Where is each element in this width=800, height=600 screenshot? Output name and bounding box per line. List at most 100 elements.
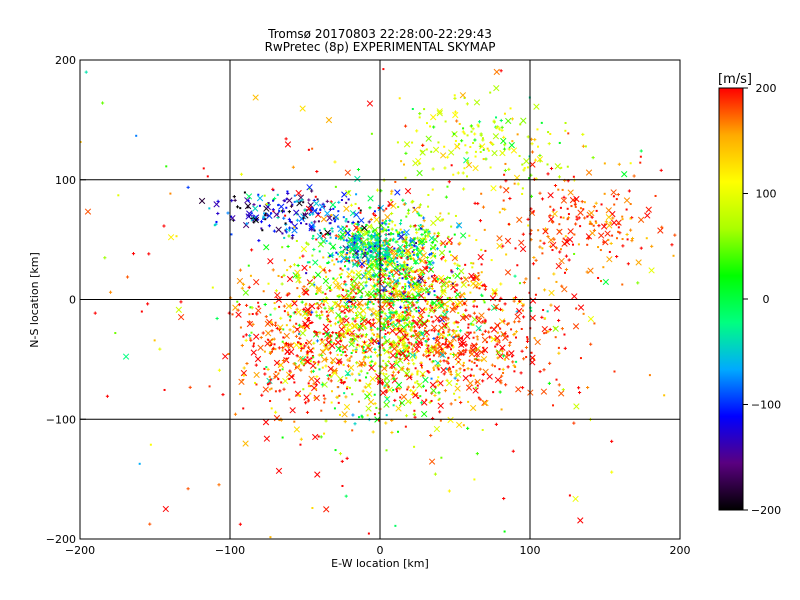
- data-point: [389, 322, 392, 325]
- data-point: [351, 261, 359, 268]
- data-point: [531, 210, 535, 214]
- data-point: [394, 311, 397, 314]
- data-point: [427, 284, 432, 288]
- data-point: [371, 255, 374, 258]
- data-point: [253, 333, 260, 340]
- data-point: [175, 306, 182, 313]
- data-point: [346, 251, 349, 254]
- data-point: [466, 159, 470, 163]
- data-point: [574, 205, 577, 208]
- data-point: [382, 348, 386, 352]
- data-point: [370, 359, 374, 364]
- data-point: [366, 293, 370, 297]
- data-point: [401, 333, 409, 341]
- data-point: [571, 293, 578, 300]
- data-point: [267, 202, 270, 205]
- data-point: [390, 251, 395, 256]
- data-point: [381, 328, 384, 331]
- data-point: [419, 237, 426, 244]
- data-point: [504, 383, 508, 387]
- data-point: [479, 151, 482, 154]
- data-point: [262, 386, 269, 393]
- data-point: [389, 352, 397, 359]
- data-point: [381, 365, 388, 372]
- data-point: [424, 326, 427, 329]
- data-point: [338, 273, 341, 276]
- data-point: [283, 236, 286, 239]
- data-point: [367, 195, 374, 202]
- data-point: [339, 360, 343, 364]
- data-point: [381, 284, 388, 292]
- data-point: [588, 209, 595, 217]
- data-point: [390, 202, 397, 210]
- data-point: [389, 310, 393, 314]
- data-point: [484, 284, 488, 289]
- data-point: [479, 293, 484, 297]
- data-point: [581, 132, 585, 137]
- data-point: [333, 407, 336, 410]
- data-point: [299, 324, 303, 329]
- data-point: [273, 323, 278, 327]
- data-point: [466, 175, 469, 178]
- data-point: [629, 162, 632, 165]
- data-point: [415, 310, 418, 313]
- data-point: [405, 308, 408, 311]
- data-point: [296, 263, 300, 268]
- data-point: [361, 351, 364, 354]
- data-point: [482, 299, 485, 302]
- data-point: [415, 129, 419, 133]
- data-point: [369, 245, 372, 248]
- data-point: [524, 277, 528, 281]
- data-point: [645, 237, 648, 240]
- data-point: [257, 301, 260, 304]
- data-point: [427, 370, 431, 374]
- data-point: [321, 366, 324, 369]
- data-point: [267, 282, 270, 285]
- data-point: [510, 328, 513, 331]
- data-point: [330, 213, 333, 216]
- data-point: [198, 197, 206, 205]
- data-point: [322, 303, 325, 306]
- data-point: [430, 150, 433, 153]
- data-point: [318, 229, 321, 232]
- data-point: [410, 301, 415, 305]
- data-point: [481, 332, 485, 336]
- data-point: [534, 258, 538, 262]
- data-point: [263, 194, 266, 197]
- data-point: [538, 159, 542, 163]
- data-point: [473, 99, 481, 106]
- data-point: [365, 276, 369, 280]
- data-point: [84, 70, 88, 74]
- data-point: [548, 361, 552, 365]
- data-point: [403, 344, 407, 348]
- data-point: [436, 279, 439, 282]
- data-point: [421, 224, 425, 229]
- data-point: [566, 207, 569, 210]
- data-point: [385, 267, 389, 272]
- data-point: [428, 307, 435, 314]
- data-point: [481, 294, 484, 297]
- data-point: [384, 237, 388, 241]
- data-point: [328, 255, 331, 258]
- data-point: [400, 402, 403, 405]
- data-point: [351, 429, 354, 432]
- data-point: [346, 321, 354, 329]
- data-point: [241, 379, 244, 382]
- data-point: [464, 343, 468, 347]
- data-point: [344, 288, 348, 292]
- data-point: [202, 167, 205, 170]
- data-point: [313, 220, 317, 224]
- data-point: [575, 307, 578, 310]
- data-point: [341, 411, 348, 418]
- data-point: [597, 276, 600, 279]
- data-point: [474, 348, 479, 352]
- data-point: [373, 393, 376, 396]
- data-point: [351, 220, 355, 225]
- data-point: [564, 121, 567, 124]
- data-point: [365, 251, 370, 256]
- data-point: [455, 305, 459, 309]
- data-point: [258, 204, 261, 207]
- x-tick-label: −100: [215, 544, 245, 557]
- data-point: [370, 233, 377, 241]
- data-point: [418, 257, 422, 261]
